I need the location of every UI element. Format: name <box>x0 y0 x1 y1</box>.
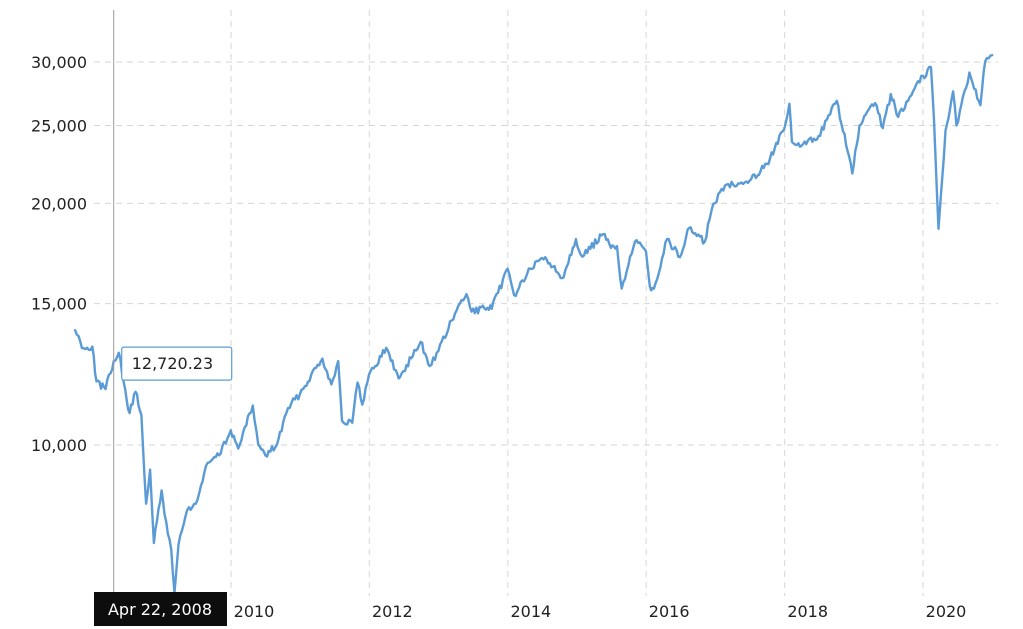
crosshair-date-label: Apr 22, 2008 <box>108 600 212 619</box>
x-tick-label: 2012 <box>372 602 413 621</box>
series-line <box>73 53 994 594</box>
crosshair-date-background <box>94 592 227 626</box>
crosshair: 12,720.23 Apr 22, 2008 <box>94 10 233 626</box>
x-tick-label: 2010 <box>234 602 275 621</box>
tooltip-box <box>121 346 233 381</box>
x-tick-label: 2020 <box>926 602 967 621</box>
x-tick-label: 2016 <box>649 602 690 621</box>
y-tick-label: 10,000 <box>31 436 87 455</box>
x-axis-ticks: 2010 2012 2014 2016 2018 2020 <box>234 602 967 621</box>
y-tick-label: 20,000 <box>31 194 87 213</box>
y-tick-label: 25,000 <box>31 117 87 136</box>
y-axis-ticks: 10,000 15,000 20,000 25,000 30,000 <box>31 53 87 455</box>
y-tick-label: 30,000 <box>31 53 87 72</box>
series-layer <box>73 53 994 594</box>
grid <box>94 10 998 596</box>
x-tick-label: 2018 <box>787 602 828 621</box>
y-tick-label: 15,000 <box>31 295 87 314</box>
x-tick-label: 2014 <box>510 602 551 621</box>
tooltip-value: 12,720.23 <box>132 354 213 373</box>
